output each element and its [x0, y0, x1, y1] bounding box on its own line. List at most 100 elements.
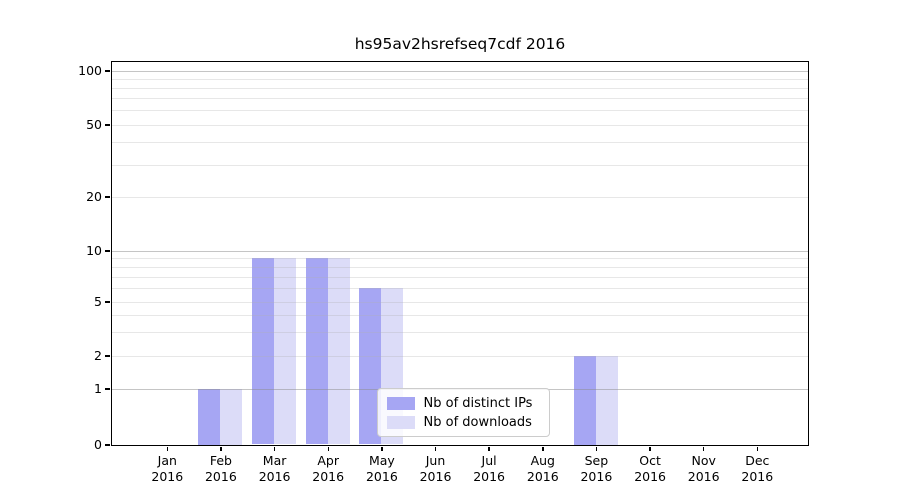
y-tick-label-5: 5 — [94, 294, 102, 309]
x-tick-year: 2016 — [204, 468, 237, 484]
x-tick-year: 2016 — [526, 468, 559, 484]
x-tick-mark-mar — [273, 446, 276, 451]
y-tick-mark-2 — [105, 355, 110, 357]
legend-label: Nb of downloads — [423, 414, 532, 430]
y-tick-mark-50 — [105, 124, 110, 126]
bar-feb-distinct-ips — [198, 388, 221, 445]
gridline-minor-9 — [111, 258, 808, 260]
y-tick-mark-10 — [105, 250, 110, 252]
gridline-minor-7 — [111, 276, 808, 278]
x-tick-label-jun: Jun 2016 — [404, 453, 468, 484]
gridline-minor-3 — [111, 331, 808, 333]
gridline-major-100 — [111, 70, 808, 72]
bar-mar-distinct-ips — [252, 258, 275, 445]
x-tick-mark-aug — [542, 446, 544, 451]
legend-swatch-downloads — [386, 415, 415, 429]
gridline-minor-8 — [111, 266, 808, 268]
x-tick-label-aug: Aug 2016 — [511, 453, 575, 484]
x-tick-year: 2016 — [312, 468, 345, 484]
x-tick-label-oct: Oct 2016 — [618, 453, 682, 484]
gridline-minor-80 — [111, 87, 808, 89]
gridline-major-10 — [111, 250, 808, 252]
x-tick-mark-apr — [327, 446, 329, 451]
x-tick-year: 2016 — [687, 468, 720, 484]
x-tick-label-nov: Nov 2016 — [672, 453, 736, 484]
y-tick-label-1: 1 — [94, 381, 102, 396]
bar-feb-downloads — [220, 388, 243, 445]
x-tick-label-apr: Apr 2016 — [296, 453, 360, 484]
y-tick-mark-0 — [105, 444, 110, 446]
x-tick-year: 2016 — [741, 468, 774, 484]
x-tick-mark-dec — [756, 446, 759, 451]
bar-mar-downloads — [274, 258, 297, 445]
bar-apr-downloads — [327, 258, 350, 445]
x-tick-month: Mar — [262, 453, 287, 468]
y-tick-label-0: 0 — [94, 437, 102, 452]
x-tick-label-sep: Sep 2016 — [564, 453, 628, 484]
bar-apr-distinct-ips — [305, 258, 328, 445]
x-tick-month: Apr — [317, 453, 339, 468]
x-tick-year: 2016 — [473, 468, 505, 484]
chart-title: hs95av2hsrefseq7cdf 2016 — [354, 35, 566, 53]
bar-sep-downloads — [595, 355, 618, 445]
y-tick-label-2: 2 — [94, 348, 102, 363]
x-tick-mark-jan — [166, 446, 169, 451]
gridline-minor-4 — [111, 314, 808, 316]
x-tick-mark-jun — [434, 446, 437, 451]
y-tick-mark-1 — [105, 388, 110, 390]
gridline-minor-20 — [111, 196, 808, 198]
gridline-minor-2 — [111, 355, 808, 357]
legend-label: Nb of distinct IPs — [423, 395, 533, 411]
y-tick-mark-20 — [105, 196, 110, 198]
legend-item-distinct-ips: Nb of distinct IPs — [378, 394, 549, 413]
y-tick-mark-100 — [105, 70, 110, 72]
gridline-minor-6 — [111, 288, 808, 290]
x-tick-year: 2016 — [634, 468, 666, 484]
x-tick-month: Dec — [745, 453, 770, 468]
legend-swatch-distinct-ips — [386, 396, 415, 410]
x-tick-mark-jul — [488, 446, 490, 451]
gridline-minor-40 — [111, 142, 808, 143]
x-tick-year: 2016 — [580, 468, 613, 484]
x-tick-label-jul: Jul 2016 — [457, 453, 521, 484]
x-tick-label-may: May 2016 — [350, 453, 414, 484]
y-tick-mark-5 — [105, 301, 110, 303]
x-tick-mark-nov — [702, 446, 705, 451]
x-tick-label-dec: Dec 2016 — [725, 453, 789, 484]
gridline-minor-90 — [111, 78, 808, 80]
x-tick-month: Oct — [639, 453, 661, 468]
gridline-minor-60 — [111, 110, 808, 112]
x-tick-mark-feb — [220, 446, 222, 451]
x-tick-year: 2016 — [151, 468, 184, 484]
legend-item-downloads: Nb of downloads — [378, 413, 549, 432]
x-tick-month: Feb — [209, 453, 232, 468]
x-tick-year: 2016 — [365, 468, 398, 484]
x-tick-month: May — [368, 453, 395, 468]
gridline-minor-70 — [111, 98, 808, 100]
x-tick-label-feb: Feb 2016 — [189, 453, 253, 484]
bar-sep-distinct-ips — [573, 355, 596, 445]
y-tick-label-100: 100 — [78, 63, 102, 78]
gridline-minor-50 — [111, 124, 808, 126]
y-tick-label-50: 50 — [86, 117, 102, 132]
x-tick-month: Aug — [530, 453, 555, 468]
x-tick-month: Jan — [157, 453, 177, 468]
bar-may-distinct-ips — [359, 288, 382, 445]
y-tick-label-20: 20 — [86, 189, 102, 204]
x-tick-month: Nov — [691, 453, 716, 468]
x-tick-month: Jul — [481, 453, 497, 468]
x-tick-mark-sep — [595, 446, 598, 451]
x-tick-mark-may — [381, 446, 383, 451]
x-tick-month: Jun — [425, 453, 446, 468]
x-tick-label-mar: Mar 2016 — [243, 453, 307, 484]
legend: Nb of distinct IPs Nb of downloads — [376, 387, 550, 437]
plot-area: Nb of distinct IPs Nb of downloads — [110, 60, 809, 446]
x-tick-label-jan: Jan 2016 — [135, 453, 199, 484]
x-tick-month: Sep — [584, 453, 609, 468]
x-tick-year: 2016 — [258, 468, 291, 484]
gridline-minor-30 — [111, 164, 808, 166]
x-tick-year: 2016 — [419, 468, 452, 484]
x-tick-mark-oct — [649, 446, 651, 451]
gridline-minor-5 — [111, 301, 808, 303]
